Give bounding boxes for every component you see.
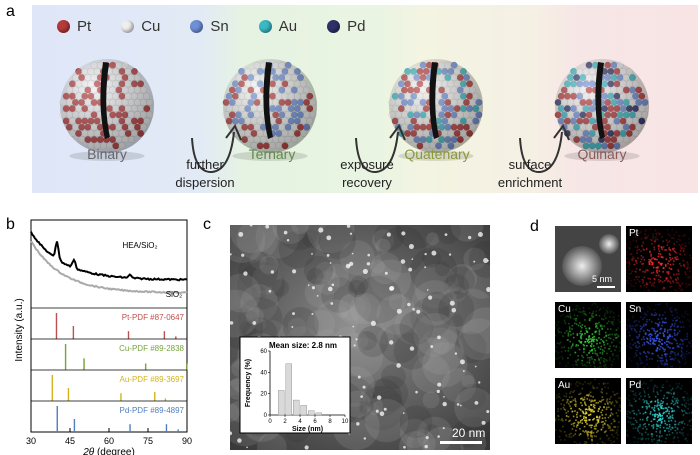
histogram-xtick: 6 xyxy=(313,419,317,425)
transition-label-2: exposure recovery xyxy=(317,156,417,192)
pdf-label: Pt-PDF #87-0647 xyxy=(122,313,185,322)
eds-map-pt: Pt xyxy=(626,226,692,292)
xrd-xlabel: 2θ (degree) xyxy=(82,447,135,455)
tem-scalebar-label: 20 nm xyxy=(452,426,486,440)
tem-scalebar xyxy=(440,441,482,444)
stage-label-ternary: Ternary xyxy=(248,146,296,162)
legend-label: Pt xyxy=(77,18,92,35)
size-histogram-inset xyxy=(239,336,351,434)
legend-item-sn: Sn xyxy=(190,18,229,35)
xrd-xtick: 30 xyxy=(26,436,36,446)
pdf-label: Cu-PDF #89-2838 xyxy=(119,344,184,353)
nanoparticle-spheres xyxy=(59,59,649,174)
sio2-label: SiO₂ xyxy=(166,290,182,299)
panel-a-letter: a xyxy=(6,3,15,20)
transition-line2: enrichment xyxy=(497,175,563,190)
element-legend: Pt Cu Sn Au Pd xyxy=(57,18,365,35)
histogram-ylabel: Frequency (%) xyxy=(245,359,252,407)
sphere-binary xyxy=(59,59,154,161)
eds-map-pd: Pd xyxy=(626,378,692,444)
histogram-xlabel: Size (nm) xyxy=(292,426,323,433)
transition-line2: dispersion xyxy=(175,175,235,190)
xrd-ylabel: Intensity (a.u.) xyxy=(14,298,25,361)
histogram-bar xyxy=(293,399,300,416)
pdf-label: Au-PDF #89-3697 xyxy=(120,375,185,384)
legend-item-pd: Pd xyxy=(327,18,365,35)
eds-map-au: Au xyxy=(555,378,621,444)
transition-line1: further xyxy=(186,157,224,172)
legend-dot-pd xyxy=(327,20,341,33)
hea-curve xyxy=(30,231,188,282)
histogram-xtick: 0 xyxy=(268,419,272,425)
sio2-curve xyxy=(30,240,188,295)
transition-arrow-1 xyxy=(191,124,242,174)
hea-label: HEA/SiO₂ xyxy=(122,241,157,250)
xrd-xtick: 75 xyxy=(143,436,153,446)
sphere-ternary xyxy=(222,59,317,161)
histogram-xtick: 8 xyxy=(328,419,332,425)
legend-item-cu: Cu xyxy=(121,18,160,35)
eds-map-label: Sn xyxy=(629,304,642,315)
histogram-ytick: 40 xyxy=(260,370,267,376)
transition-line1: exposure xyxy=(340,157,394,172)
legend-dot-sn xyxy=(190,20,204,33)
legend-item-au: Au xyxy=(258,18,298,35)
eds-map-cu: Cu xyxy=(555,302,621,368)
histogram-bar xyxy=(300,405,307,416)
eds-map-label: Pd xyxy=(629,380,642,391)
panel-d-letter: d xyxy=(530,218,539,235)
stage-label-quatenary: Quatenary xyxy=(404,146,470,162)
eds-map-haadf: 5 nm xyxy=(555,226,621,292)
sphere-quinary xyxy=(554,59,649,161)
transition-arrow-2 xyxy=(355,124,406,174)
xrd-xtick: 90 xyxy=(182,436,192,446)
histogram-title: Mean size: 2.8 nm xyxy=(269,341,337,350)
xrd-xtick: 45 xyxy=(65,436,75,446)
legend-label: Pd xyxy=(347,18,366,35)
histogram-xtick: 4 xyxy=(298,419,302,425)
sphere-quatenary xyxy=(388,59,483,161)
pdf-label: Pd-PDF #89-4897 xyxy=(120,406,185,415)
histogram-bar xyxy=(308,410,315,416)
eds-map-label: Au xyxy=(558,380,571,391)
histogram-xtick: 2 xyxy=(283,419,287,425)
transition-arrow-3 xyxy=(519,124,570,174)
legend-label: Au xyxy=(278,18,298,35)
transition-line2: recovery xyxy=(342,175,392,190)
histogram-bar xyxy=(315,412,322,416)
legend-dot-au xyxy=(258,20,272,33)
eds-map-label: Cu xyxy=(558,304,571,315)
legend-label: Cu xyxy=(141,18,161,35)
histogram-ytick: 0 xyxy=(264,413,268,419)
eds-map-label: Pt xyxy=(629,228,639,239)
legend-dot-pt xyxy=(57,20,70,33)
histogram-bar xyxy=(285,363,292,416)
panel-b-letter: b xyxy=(6,216,15,233)
transition-label-1: further dispersion xyxy=(155,156,255,192)
xrd-xtick: 60 xyxy=(104,436,114,446)
xrd-plot: HEA/SiO₂ SiO₂ Pt-PDF #87-0647 Cu-PDF #89-28… xyxy=(14,219,192,455)
transition-line1: surface xyxy=(508,157,552,172)
haadf-stem-image: 0 20 40 60 0 2 4 6 8 10 Mean size: 2.8 nm Size (nm)… xyxy=(230,225,490,450)
stage-label-binary: Binary xyxy=(87,146,127,162)
histogram-ytick: 60 xyxy=(260,349,267,355)
stage-label-quinary: Quinary xyxy=(577,146,627,162)
histogram-ytick: 20 xyxy=(260,392,267,398)
legend-item-pt: Pt xyxy=(57,18,91,35)
panel-c-letter: c xyxy=(203,216,211,233)
legend-label: Sn xyxy=(210,18,229,35)
histogram-xtick: 10 xyxy=(342,419,349,425)
transition-label-3: surface enrichment xyxy=(480,156,580,192)
legend-dot-cu xyxy=(121,20,135,33)
histogram-bar xyxy=(278,390,285,416)
haadf-scalebar-label: 5 nm xyxy=(592,274,613,284)
eds-map-sn: Sn xyxy=(626,302,692,368)
